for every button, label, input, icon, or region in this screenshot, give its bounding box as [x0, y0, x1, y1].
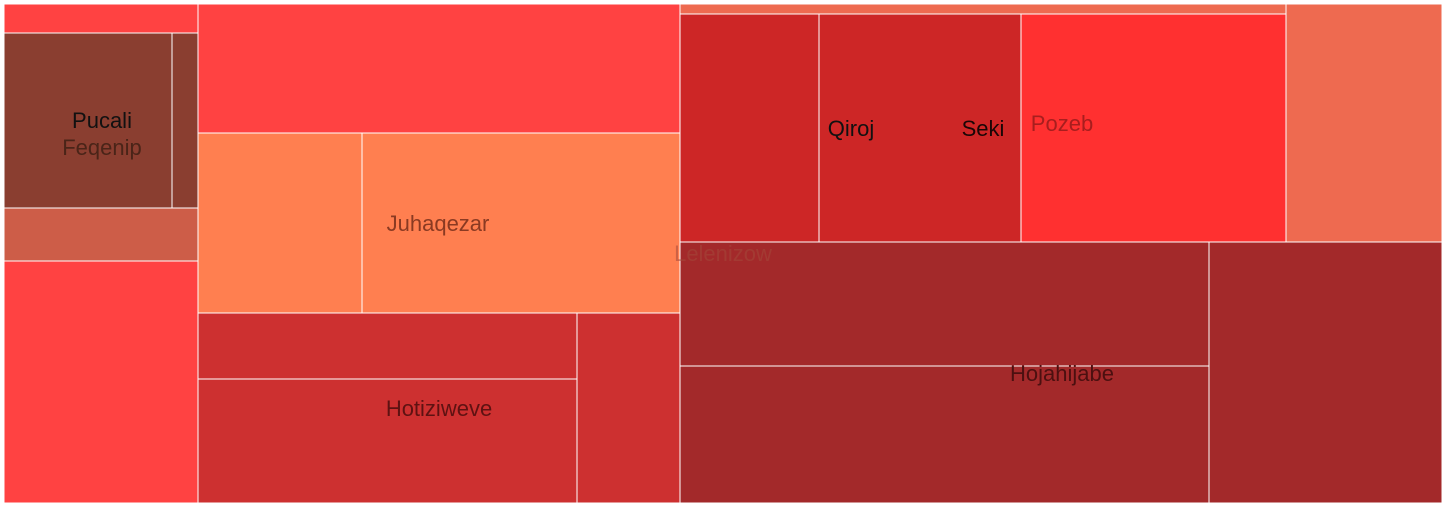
cell-coral-strip: [679, 3, 1287, 15]
label-pucali: Pucali: [72, 108, 132, 133]
cell-qiroj: [818, 13, 1022, 243]
cell-brick-top: [197, 312, 578, 380]
cell-red-bottom-left: [3, 260, 199, 504]
cell-coral-right: [1285, 3, 1443, 243]
cell-brown-strip: [171, 32, 199, 209]
cell-terracotta: [3, 207, 199, 262]
label-seki: Seki: [962, 116, 1005, 141]
cell-maroon-right: [1208, 241, 1443, 504]
cell-hotiziweve: [197, 378, 578, 504]
label-juhaqezar: Juhaqezar: [387, 211, 490, 236]
label-pozeb: Pozeb: [1031, 111, 1093, 136]
label-lelenizow: Lelenizow: [674, 241, 772, 266]
label-hojahijabe: Hojahijabe: [1010, 361, 1114, 386]
treemap-labels: Pucali Feqenip Juhaqezar Lelenizow Hotiz…: [62, 108, 1114, 421]
cell-crimson-left: [679, 13, 820, 243]
cell-juhaqezar: [361, 132, 681, 314]
treemap-cells: [3, 3, 1443, 504]
cell-hojahijabe: [679, 365, 1210, 504]
cell-brick-right: [576, 312, 681, 504]
label-hotiziweve: Hotiziweve: [386, 396, 492, 421]
label-qiroj: Qiroj: [828, 116, 874, 141]
cell-orange-left: [197, 132, 363, 314]
label-feqenip: Feqenip: [62, 135, 142, 160]
cell-pucali: [3, 32, 173, 209]
cell-red-top-middle: [197, 3, 681, 134]
cell-red-top-left: [3, 3, 199, 34]
cell-pozeb: [1020, 13, 1287, 243]
